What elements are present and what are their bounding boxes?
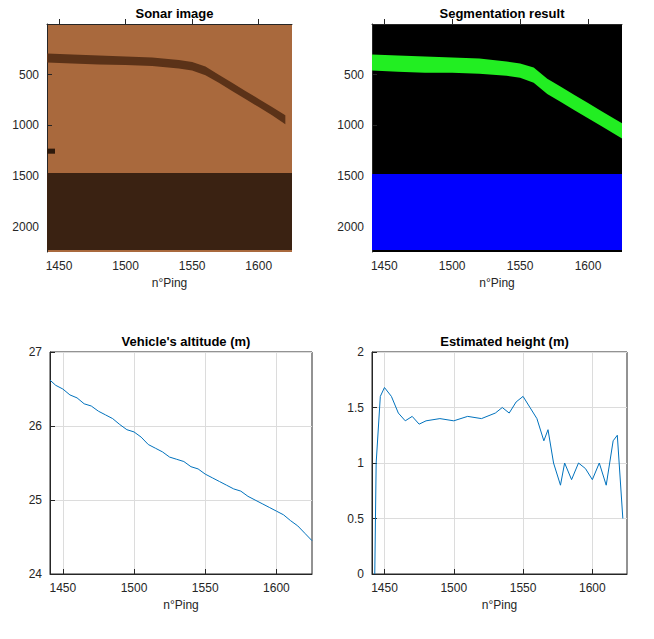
- svg-text:26: 26: [29, 419, 43, 433]
- svg-text:1500: 1500: [439, 259, 466, 273]
- svg-text:25: 25: [29, 493, 43, 507]
- svg-text:1500: 1500: [121, 581, 148, 595]
- svg-text:1.5: 1.5: [347, 401, 364, 415]
- svg-text:2: 2: [357, 345, 364, 359]
- svg-text:500: 500: [19, 68, 39, 82]
- svg-text:27: 27: [29, 345, 43, 359]
- svg-text:1: 1: [357, 456, 364, 470]
- svg-text:1500: 1500: [440, 581, 467, 595]
- svg-text:1450: 1450: [49, 581, 76, 595]
- svg-text:1600: 1600: [579, 581, 606, 595]
- svg-text:n°Ping: n°Ping: [482, 598, 518, 612]
- svg-text:1600: 1600: [575, 259, 602, 273]
- svg-text:Vehicle's altitude (m): Vehicle's altitude (m): [122, 334, 251, 349]
- svg-text:0: 0: [357, 567, 364, 581]
- svg-text:0.5: 0.5: [347, 512, 364, 526]
- svg-text:1600: 1600: [263, 581, 290, 595]
- svg-text:500: 500: [344, 68, 364, 82]
- svg-text:1450: 1450: [371, 259, 398, 273]
- svg-text:n°Ping: n°Ping: [163, 598, 199, 612]
- svg-text:24: 24: [29, 567, 43, 581]
- svg-text:1450: 1450: [371, 581, 398, 595]
- svg-text:1550: 1550: [510, 581, 537, 595]
- svg-text:n°Ping: n°Ping: [152, 276, 188, 290]
- svg-text:Segmentation result: Segmentation result: [440, 6, 566, 21]
- svg-text:1500: 1500: [337, 169, 364, 183]
- svg-text:1550: 1550: [507, 259, 534, 273]
- svg-text:2000: 2000: [337, 220, 364, 234]
- svg-text:Sonar image: Sonar image: [135, 6, 213, 21]
- svg-text:Estimated height (m): Estimated height (m): [440, 334, 569, 349]
- svg-text:1500: 1500: [12, 169, 39, 183]
- svg-text:1500: 1500: [112, 259, 139, 273]
- svg-text:1550: 1550: [192, 581, 219, 595]
- svg-text:1600: 1600: [245, 259, 272, 273]
- svg-text:1450: 1450: [46, 259, 73, 273]
- svg-text:1000: 1000: [337, 118, 364, 132]
- svg-text:n°Ping: n°Ping: [479, 276, 515, 290]
- svg-text:1550: 1550: [179, 259, 206, 273]
- svg-text:2000: 2000: [12, 220, 39, 234]
- svg-text:1000: 1000: [12, 118, 39, 132]
